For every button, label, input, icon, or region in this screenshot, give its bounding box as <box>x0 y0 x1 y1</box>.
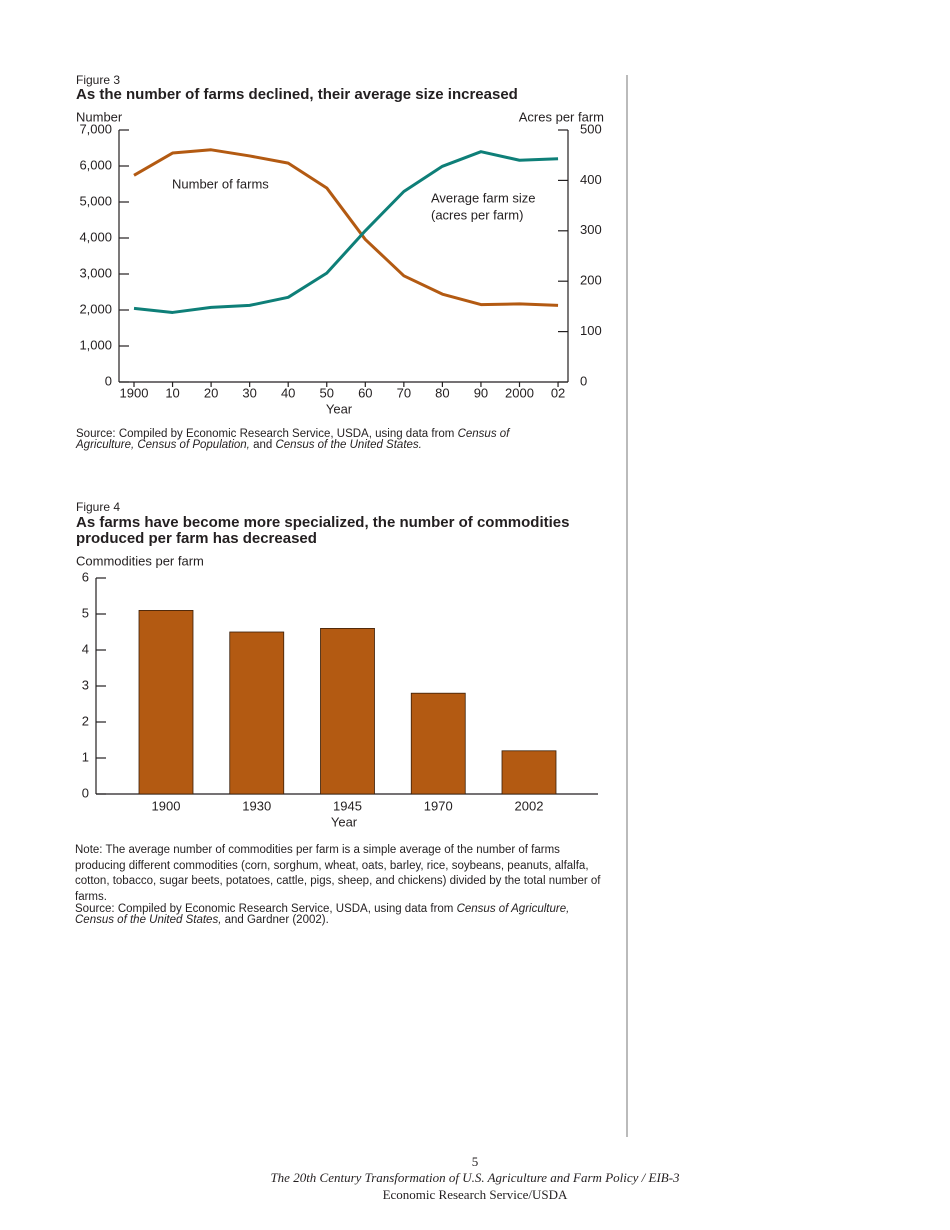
x-tick-label: 30 <box>242 385 256 400</box>
figure-label: Figure 3 <box>76 73 121 87</box>
y-tick-label: 1 <box>82 749 89 764</box>
y-tick-label: 2,000 <box>79 301 112 316</box>
data-line <box>133 150 559 314</box>
source-text: and <box>249 439 276 451</box>
y2-tick-label: 300 <box>580 222 602 237</box>
chart-title: As the number of farms declined, their a… <box>76 86 518 103</box>
source-text: Source: Compiled by Economic Research Se… <box>76 428 458 440</box>
source-text: Source: Compiled by Economic Research Se… <box>75 903 457 915</box>
y2-tick-label: 200 <box>580 273 602 288</box>
series-label: Average farm size <box>431 190 536 205</box>
x-tick-label: 2000 <box>505 385 534 400</box>
x-tick-label: 70 <box>397 385 411 400</box>
bar <box>501 750 557 795</box>
y-tick-label: 3,000 <box>79 265 112 280</box>
y2-axis-label: Acres per farm <box>519 109 604 124</box>
bar <box>229 631 285 795</box>
x-tick-label: 80 <box>435 385 449 400</box>
source-note: Source: Compiled by Economic Research Se… <box>76 428 556 451</box>
x-axis-label: Year <box>331 814 358 829</box>
y-tick-label: 1,000 <box>79 337 112 352</box>
x-tick-label: 1900 <box>120 385 149 400</box>
bar <box>138 610 194 795</box>
y-tick-label: 4 <box>82 641 89 656</box>
chart-title: As farms have become more specialized, t… <box>76 514 570 547</box>
x-tick-label: 90 <box>474 385 488 400</box>
y-tick-label: 2 <box>82 713 89 728</box>
bar <box>320 628 375 795</box>
y-axis-label: Commodities per farm <box>76 553 204 568</box>
data-line <box>133 148 559 307</box>
y-tick-label: 7,000 <box>79 121 112 136</box>
page-number: 5 <box>471 1154 479 1169</box>
x-tick-label: 60 <box>358 385 372 400</box>
y-tick-label: 0 <box>105 373 112 388</box>
source-text: Census of Agriculture, Census of the Uni… <box>75 903 570 926</box>
y2-tick-label: 0 <box>580 373 587 388</box>
y-tick-label: 6 <box>82 569 89 584</box>
source-note: Source: Compiled by Economic Research Se… <box>75 903 601 926</box>
x-tick-label: 2002 <box>515 798 544 813</box>
y2-tick-label: 100 <box>580 323 602 338</box>
x-tick-label: 50 <box>320 385 334 400</box>
y2-tick-label: 500 <box>580 121 602 136</box>
y-axis-label: Number <box>76 109 123 124</box>
source-text: and Gardner (2002). <box>221 914 329 926</box>
x-tick-label: 1945 <box>333 798 362 813</box>
y-tick-label: 0 <box>82 785 89 800</box>
footer-title: The 20th Century Transformation of U.S. … <box>270 1170 680 1185</box>
x-tick-label: 1970 <box>424 798 453 813</box>
y-tick-label: 5,000 <box>79 193 112 208</box>
series-label: Number of farms <box>172 176 269 191</box>
x-axis-label: Year <box>326 401 353 416</box>
y-tick-label: 5 <box>82 605 89 620</box>
x-tick-label: 20 <box>204 385 218 400</box>
x-tick-label: 02 <box>551 385 565 400</box>
annotation: (acres per farm) <box>431 207 523 222</box>
footer-publisher: Economic Research Service/USDA <box>382 1187 568 1202</box>
y2-tick-label: 400 <box>580 172 602 187</box>
source-text: Census of the United States. <box>275 439 422 451</box>
x-tick-label: 1900 <box>152 798 181 813</box>
note: Note: The average number of commodities … <box>75 844 601 903</box>
bar <box>410 692 466 795</box>
y-tick-label: 4,000 <box>79 229 112 244</box>
source-text: Census of Agriculture, Census of Populat… <box>76 428 510 451</box>
figure-label: Figure 4 <box>76 500 121 514</box>
x-tick-label: 1930 <box>242 798 271 813</box>
x-tick-label: 10 <box>165 385 179 400</box>
x-tick-label: 40 <box>281 385 295 400</box>
y-tick-label: 6,000 <box>79 157 112 172</box>
y-tick-label: 3 <box>82 677 89 692</box>
